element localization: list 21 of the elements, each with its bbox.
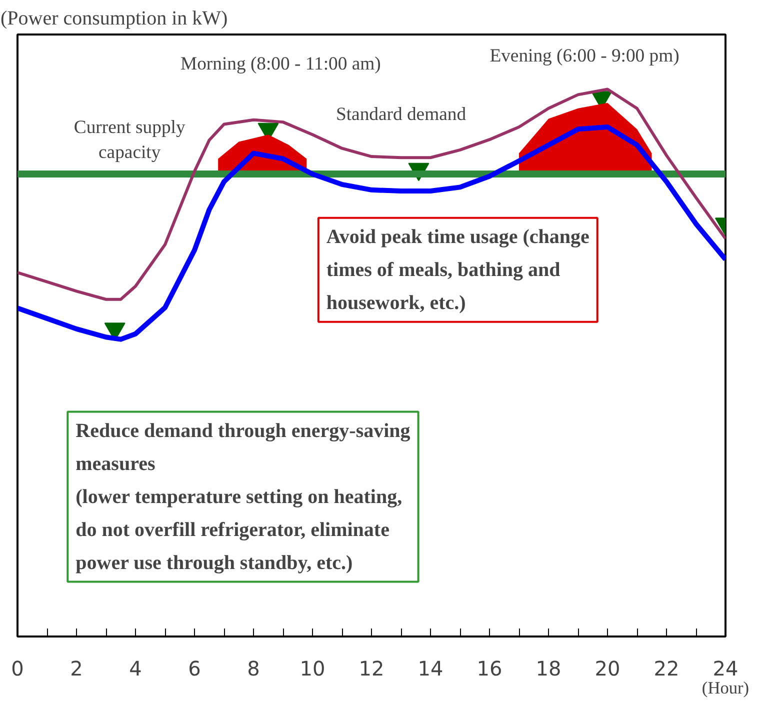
x-tick-label: 18	[536, 656, 562, 680]
text: Evening (6:00 - 9:00 pm)	[490, 45, 680, 66]
x-tick-label: 16	[476, 656, 502, 680]
x-tick-label: 20	[594, 656, 620, 680]
x-tick-label: 24	[712, 656, 738, 680]
x-tick-label: 6	[188, 656, 201, 680]
text: Morning (8:00 - 11:00 am)	[180, 54, 381, 75]
x-tick-label: 2	[70, 656, 83, 680]
annotation: Reduce demand through energy-saving measures (lower temperature setting on heating, do not overfill refrigerator, eliminate power use through standby, etc.)	[76, 420, 410, 574]
x-tick-label: 22	[654, 656, 680, 680]
x-tick-label: 0	[11, 656, 24, 680]
series-label: Standard demand	[336, 104, 467, 125]
x-tick-label: 4	[129, 656, 142, 680]
ref-line-label: Current supply capacity	[74, 116, 186, 164]
x-tick-label: 12	[358, 656, 384, 680]
x-tick-label: 14	[418, 656, 444, 680]
y-axis-title: (Power consumption in kW)	[0, 8, 228, 30]
x-tick-label: 10	[300, 656, 326, 680]
annotation: Avoid peak time usage (change times of meals, bathing and housework, etc.)	[326, 226, 590, 314]
x-axis-title: (Hour)	[702, 678, 750, 698]
x-tick-label: 8	[247, 656, 260, 680]
